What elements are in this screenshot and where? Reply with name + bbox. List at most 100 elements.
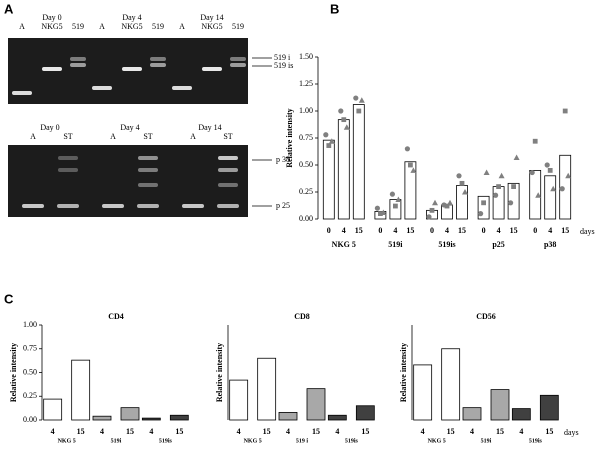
bar: [257, 357, 277, 421]
gel-lane-label: 519: [152, 22, 164, 31]
x-tick-label: 15: [361, 427, 369, 436]
group-label: 519is: [159, 438, 173, 444]
gel-band: [150, 57, 166, 61]
data-point: [529, 169, 535, 176]
x-tick-label: 15: [406, 226, 414, 235]
gel-band: [57, 204, 79, 208]
group-label: p25: [492, 240, 504, 249]
group-label: NKG 5: [58, 438, 76, 444]
gel-band: [230, 63, 246, 67]
gel-lane-label: A: [190, 132, 196, 141]
y-tick-label: 1.50: [299, 52, 313, 61]
data-point: [410, 167, 417, 173]
gel-band: [92, 86, 112, 90]
data-point: [444, 203, 450, 209]
data-point: [498, 172, 505, 179]
data-point: [432, 199, 438, 206]
x-tick-label: 15: [458, 226, 466, 235]
data-point: [408, 162, 413, 168]
gel-band: [70, 57, 86, 61]
y-tick-label: 0.25: [299, 187, 313, 196]
group-label: 519i: [111, 438, 122, 444]
data-point: [328, 138, 335, 144]
bar: [322, 139, 335, 220]
bar: [507, 182, 520, 220]
gel-band: [202, 67, 222, 71]
panel-label: B: [330, 1, 339, 16]
gel-day-label: Day 0: [40, 123, 59, 132]
bar: [529, 169, 542, 220]
data-point: [343, 124, 350, 130]
x-tick-label: 4: [519, 427, 523, 436]
gel-lane-label: NKG5: [41, 22, 62, 31]
bar: [141, 417, 161, 421]
data-point: [426, 214, 432, 220]
group-label: 519is: [345, 438, 359, 444]
bar: [278, 411, 298, 421]
bar: [327, 414, 347, 421]
gel-day-label: Day 4: [120, 123, 139, 132]
y-tick-label: 0.00: [299, 214, 313, 223]
bar: [462, 407, 482, 421]
y-axis-label: Relative intensity: [399, 343, 408, 402]
x-tick-label: 0: [378, 226, 382, 235]
bar: [413, 364, 433, 421]
bar: [456, 185, 468, 220]
bar: [559, 154, 572, 220]
x-tick-label: 4: [100, 427, 104, 436]
data-point: [389, 191, 395, 197]
gel-band: [102, 204, 124, 208]
x-tick-label: 15: [545, 427, 553, 436]
x-tick-label: 15: [447, 427, 455, 436]
data-point: [462, 189, 468, 195]
y-tick-label: 1.25: [299, 79, 313, 88]
gel-band: [230, 57, 246, 61]
y-tick-label: 1.00: [23, 320, 37, 329]
bar: [511, 408, 531, 421]
bar: [352, 104, 365, 220]
x-tick-label: 4: [421, 427, 425, 436]
gel-band: [218, 156, 238, 160]
data-point: [323, 132, 329, 138]
x-tick-label: 4: [548, 226, 552, 235]
data-point: [459, 180, 465, 186]
gel-lane-label: A: [19, 22, 25, 31]
bar: [169, 414, 189, 421]
data-point: [532, 138, 538, 144]
x-axis-label: days: [564, 428, 579, 437]
gel-band: [217, 204, 239, 208]
group-label: 519is: [529, 438, 543, 444]
y-tick-label: 0.25: [23, 391, 37, 400]
data-point: [559, 186, 565, 192]
gel-band: [58, 156, 78, 160]
x-tick-label: 4: [335, 427, 339, 436]
data-point: [481, 200, 486, 206]
gel-lane-label: NKG5: [201, 22, 222, 31]
data-point: [456, 173, 462, 179]
x-tick-label: 15: [510, 226, 518, 235]
x-tick-label: 15: [561, 226, 569, 235]
bar: [404, 161, 417, 220]
group-label: NKG 5: [428, 438, 446, 444]
gel-day-label: Day 0: [42, 13, 61, 22]
data-point: [547, 168, 553, 173]
data-point: [496, 184, 501, 189]
y-axis-label: Relative intensity: [215, 343, 224, 402]
x-tick-label: 0: [533, 226, 537, 235]
group-label: 519is: [438, 240, 455, 249]
x-tick-label: 4: [342, 226, 346, 235]
data-point: [535, 192, 542, 198]
x-tick-label: 15: [496, 427, 504, 436]
bar: [544, 175, 557, 220]
data-point: [550, 185, 557, 192]
x-tick-label: 4: [393, 226, 397, 235]
gel-band: [42, 67, 62, 71]
gel-day-label: Day 4: [122, 13, 141, 22]
gel-band: [138, 168, 158, 172]
gel-band: [70, 63, 86, 67]
x-tick-label: 4: [470, 427, 474, 436]
data-point: [341, 117, 347, 123]
x-tick-label: 15: [175, 427, 183, 436]
group-label: 519i: [481, 438, 492, 444]
